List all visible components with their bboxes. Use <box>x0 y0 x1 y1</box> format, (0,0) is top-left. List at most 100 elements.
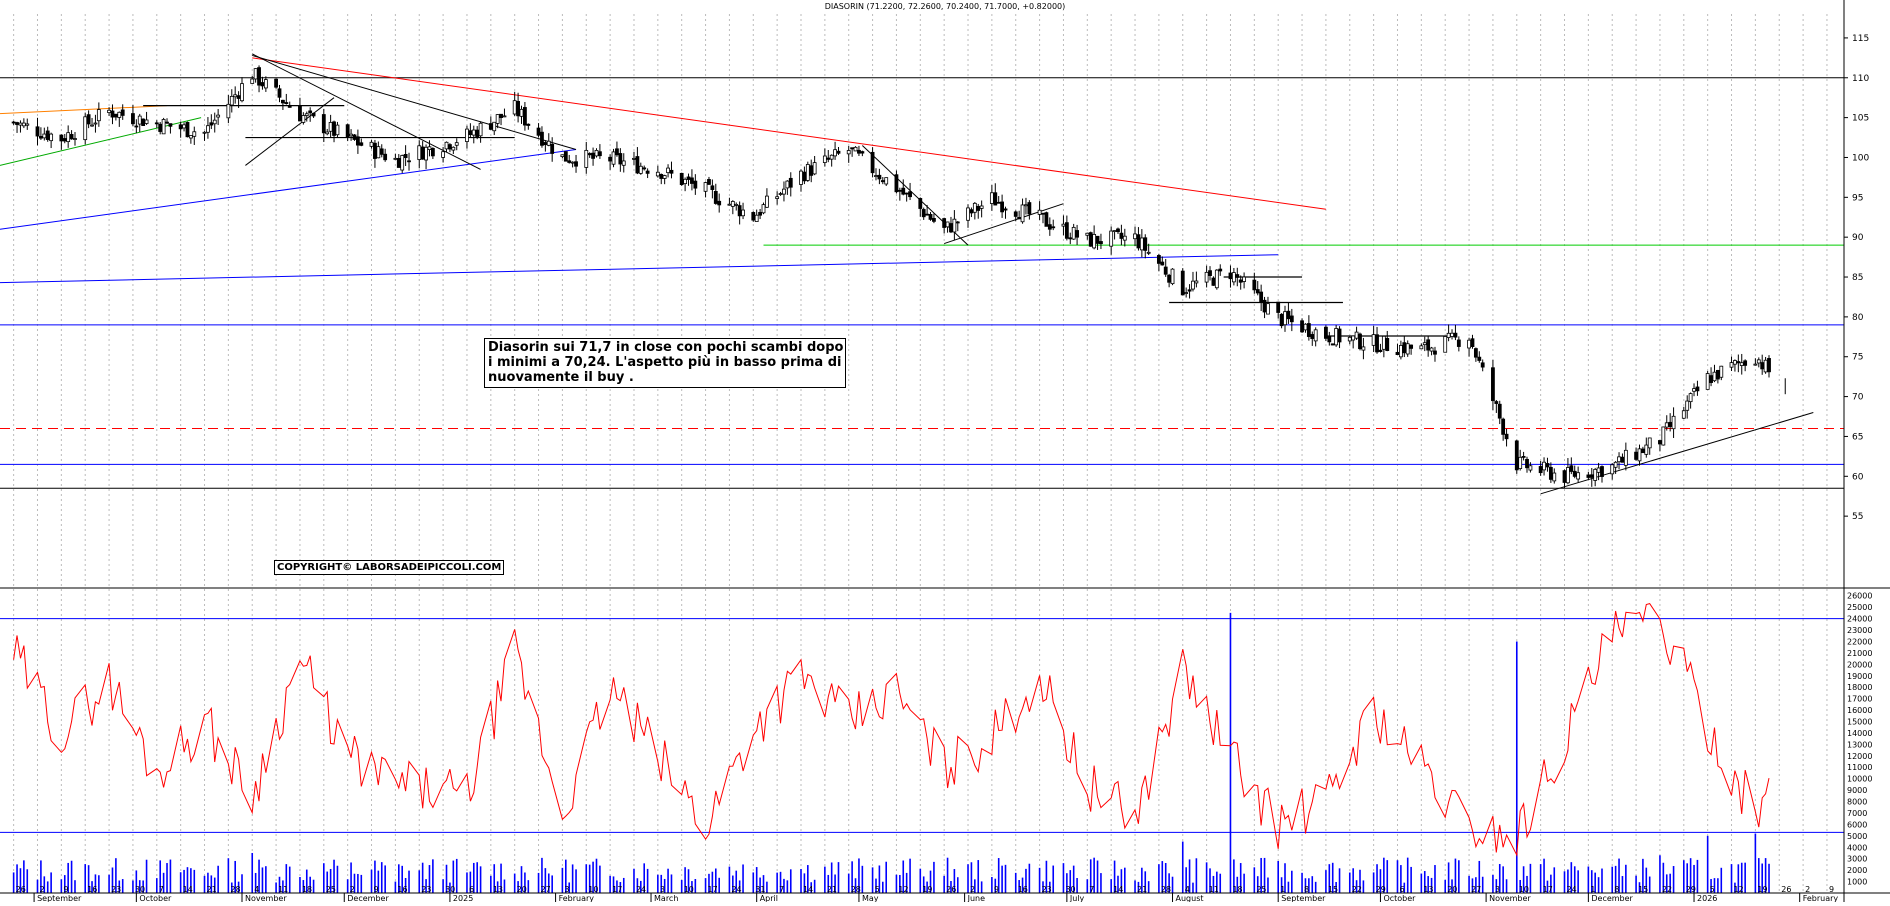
candle-body <box>454 142 459 146</box>
candle-body <box>281 99 285 104</box>
candle-body <box>42 133 47 139</box>
candle-body <box>1446 332 1451 338</box>
candle-body <box>1719 365 1724 378</box>
candle-body <box>1576 472 1581 480</box>
candle-body <box>451 146 456 151</box>
trend-line <box>0 105 168 115</box>
candle-body <box>1187 289 1192 292</box>
candle-body <box>73 138 77 140</box>
candle-body <box>874 175 878 177</box>
candle-body <box>308 110 313 114</box>
candle-body <box>495 114 500 124</box>
candle-body <box>1760 362 1765 370</box>
x-tick-label: 16 <box>87 885 97 894</box>
candle-body <box>502 115 507 118</box>
candle-body <box>1473 348 1478 358</box>
x-tick-label: 8 <box>1614 885 1619 894</box>
candle-body <box>635 156 640 174</box>
candle-body <box>1354 331 1359 339</box>
candle-body <box>1695 386 1700 392</box>
candle-body <box>240 83 244 102</box>
x-tick-label: 30 <box>1065 885 1075 894</box>
candle-body <box>444 141 449 150</box>
candle-body <box>1385 338 1390 351</box>
candle-body <box>1085 232 1090 236</box>
candle-body <box>277 88 282 98</box>
candle-body <box>1398 345 1403 358</box>
x-tick-label: 9 <box>63 885 68 894</box>
candle-body <box>1351 335 1356 341</box>
candle-body <box>655 171 660 177</box>
price-tick-label: 70 <box>1852 393 1864 403</box>
candle-body <box>597 151 602 157</box>
volume-tick-label: 10000 <box>1847 775 1872 784</box>
x-tick-label: 3 <box>1495 885 1500 894</box>
candle-body <box>574 161 578 167</box>
volume-tick-label: 12000 <box>1847 752 1872 761</box>
trend-line <box>0 149 577 230</box>
x-tick-label: 29 <box>1376 885 1386 894</box>
candle-body <box>113 113 118 118</box>
candle-body <box>1525 458 1529 469</box>
candle-body <box>526 123 531 126</box>
month-label: September <box>37 894 82 902</box>
candle-body <box>1572 470 1577 477</box>
x-tick-label: 28 <box>1161 885 1171 894</box>
candle-body <box>734 203 739 206</box>
candle-body <box>1378 349 1383 352</box>
candle-body <box>925 213 930 216</box>
x-tick-label: 17 <box>708 885 718 894</box>
candle-body <box>369 141 374 147</box>
candle-body <box>209 122 214 126</box>
candle-body <box>993 192 998 206</box>
x-tick-label: 31 <box>755 885 765 894</box>
candle-body <box>540 131 544 146</box>
candle-body <box>1061 223 1066 227</box>
candle-body <box>1136 234 1141 249</box>
candle-body <box>427 146 432 150</box>
x-tick-label: 1 <box>1280 885 1285 894</box>
candle-body <box>359 142 364 146</box>
candle-body <box>1600 466 1604 477</box>
candle-body <box>1715 369 1720 380</box>
candle-body <box>1160 261 1165 266</box>
candle-body <box>833 149 837 157</box>
candle-body <box>59 134 64 142</box>
candle-body <box>1518 456 1523 469</box>
candle-body <box>897 189 902 192</box>
candle-body <box>1075 230 1079 238</box>
x-tick-label: 15 <box>1328 885 1338 894</box>
candle-body <box>1167 274 1172 283</box>
candle-body <box>560 154 565 158</box>
month-label: April <box>760 894 778 902</box>
candle-body <box>1542 461 1546 471</box>
annotation-line-1: Diasorin sui 71,7 in close con pochi sca… <box>488 340 844 355</box>
candle-body <box>1146 251 1151 254</box>
price-tick-label: 85 <box>1852 273 1863 283</box>
month-label: August <box>1176 894 1204 902</box>
candle-body <box>584 149 589 168</box>
candle-body <box>1548 466 1553 480</box>
volume-tick-label: 20000 <box>1847 660 1872 669</box>
candle-body <box>666 167 670 174</box>
candle-body <box>662 175 667 179</box>
candle-body <box>1088 232 1093 247</box>
candle-body <box>1443 336 1448 353</box>
candle-body <box>178 124 183 130</box>
candle-body <box>325 131 330 135</box>
volume-tick-label: 16000 <box>1847 706 1872 715</box>
x-tick-label: 10 <box>588 885 598 894</box>
price-tick-label: 90 <box>1852 233 1864 243</box>
candle-body <box>1184 292 1189 294</box>
candle-body <box>1191 280 1195 290</box>
price-panel <box>0 53 1844 495</box>
candle-body <box>332 121 336 136</box>
candle-body <box>1358 333 1362 350</box>
candle-body <box>877 174 882 180</box>
month-label: October <box>139 894 172 902</box>
candle-body <box>550 143 555 154</box>
month-label: December <box>1591 894 1633 902</box>
volume-tick-label: 5000 <box>1847 832 1867 841</box>
candle-body <box>1051 226 1056 229</box>
